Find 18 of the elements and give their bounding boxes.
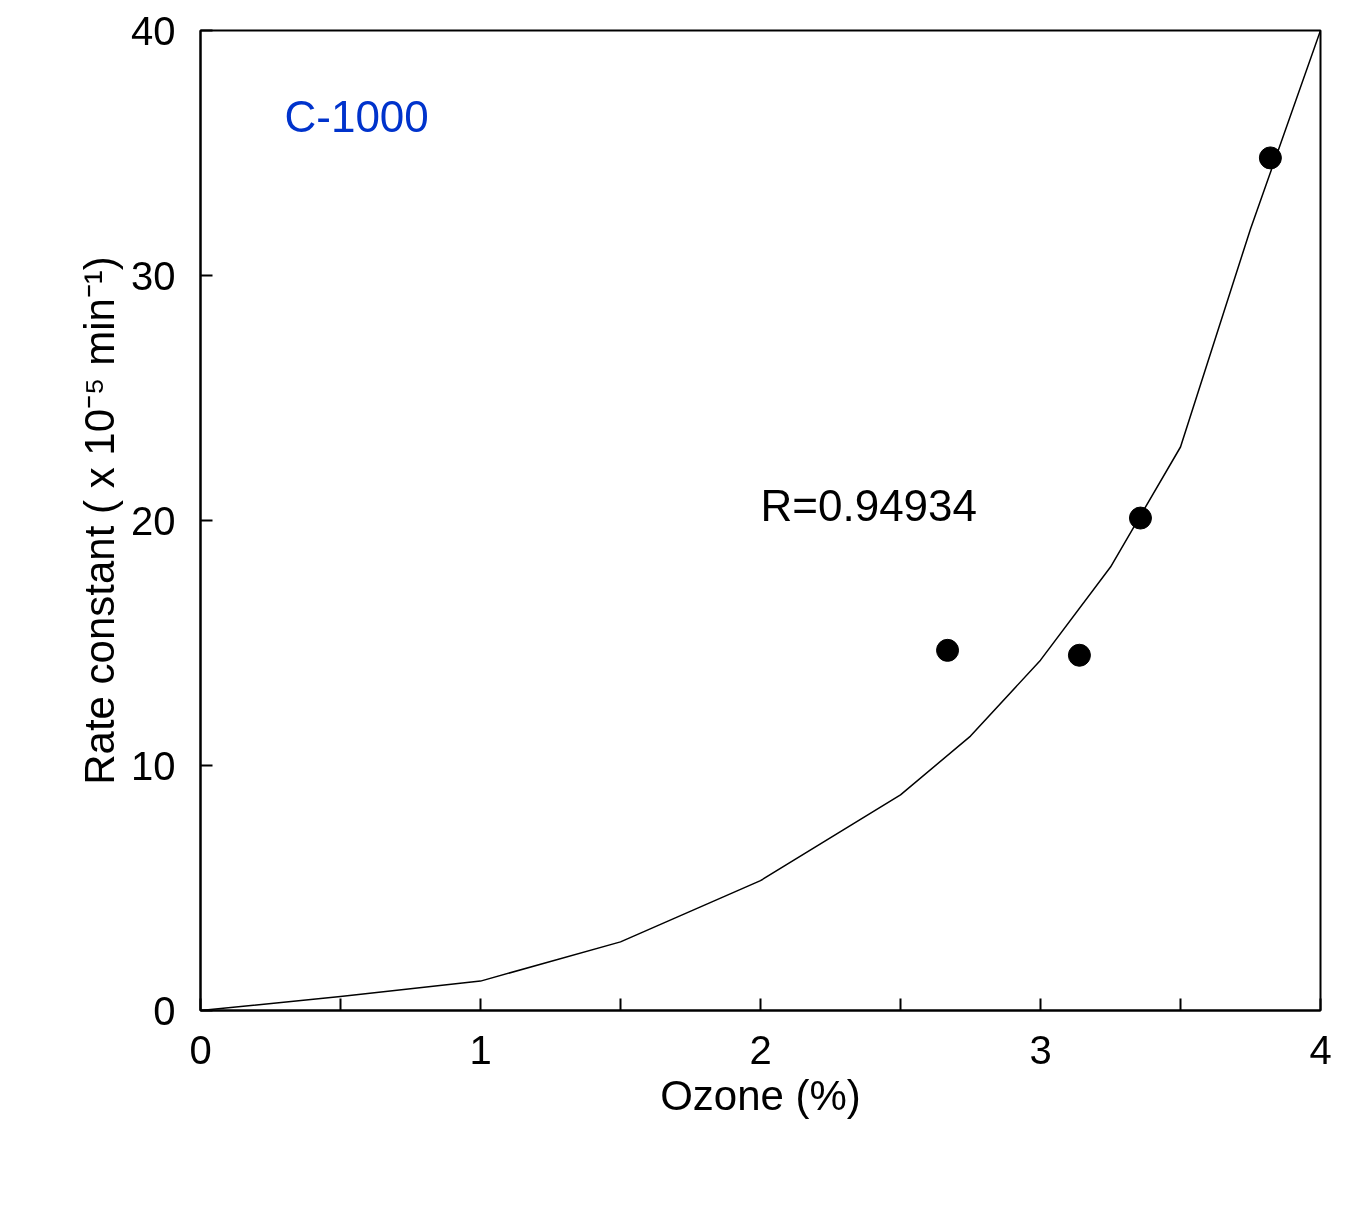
- point: [1067, 643, 1091, 667]
- point: [936, 638, 960, 662]
- y-tick-label: 10: [131, 743, 176, 788]
- x-tick-label: 0: [189, 1027, 212, 1072]
- annotation: C-1000: [284, 91, 429, 141]
- y-tick-label: 40: [131, 8, 176, 53]
- point: [1128, 506, 1152, 530]
- x-tick-label: 4: [1309, 1027, 1332, 1072]
- x-axis-title: Ozone (%): [660, 1071, 861, 1119]
- y-tick-label: 20: [131, 498, 176, 543]
- point: [1258, 146, 1282, 170]
- y-axis-title: Rate constant ( x 10⁻⁵ min⁻¹): [76, 256, 124, 785]
- x-tick-label: 1: [469, 1027, 492, 1072]
- x-tick-label: 3: [1029, 1027, 1052, 1072]
- y-tick-label: 0: [153, 988, 176, 1033]
- y-tick-label: 30: [131, 253, 176, 298]
- x-tick-label: 2: [749, 1027, 772, 1072]
- annotation: R=0.94934: [760, 481, 978, 531]
